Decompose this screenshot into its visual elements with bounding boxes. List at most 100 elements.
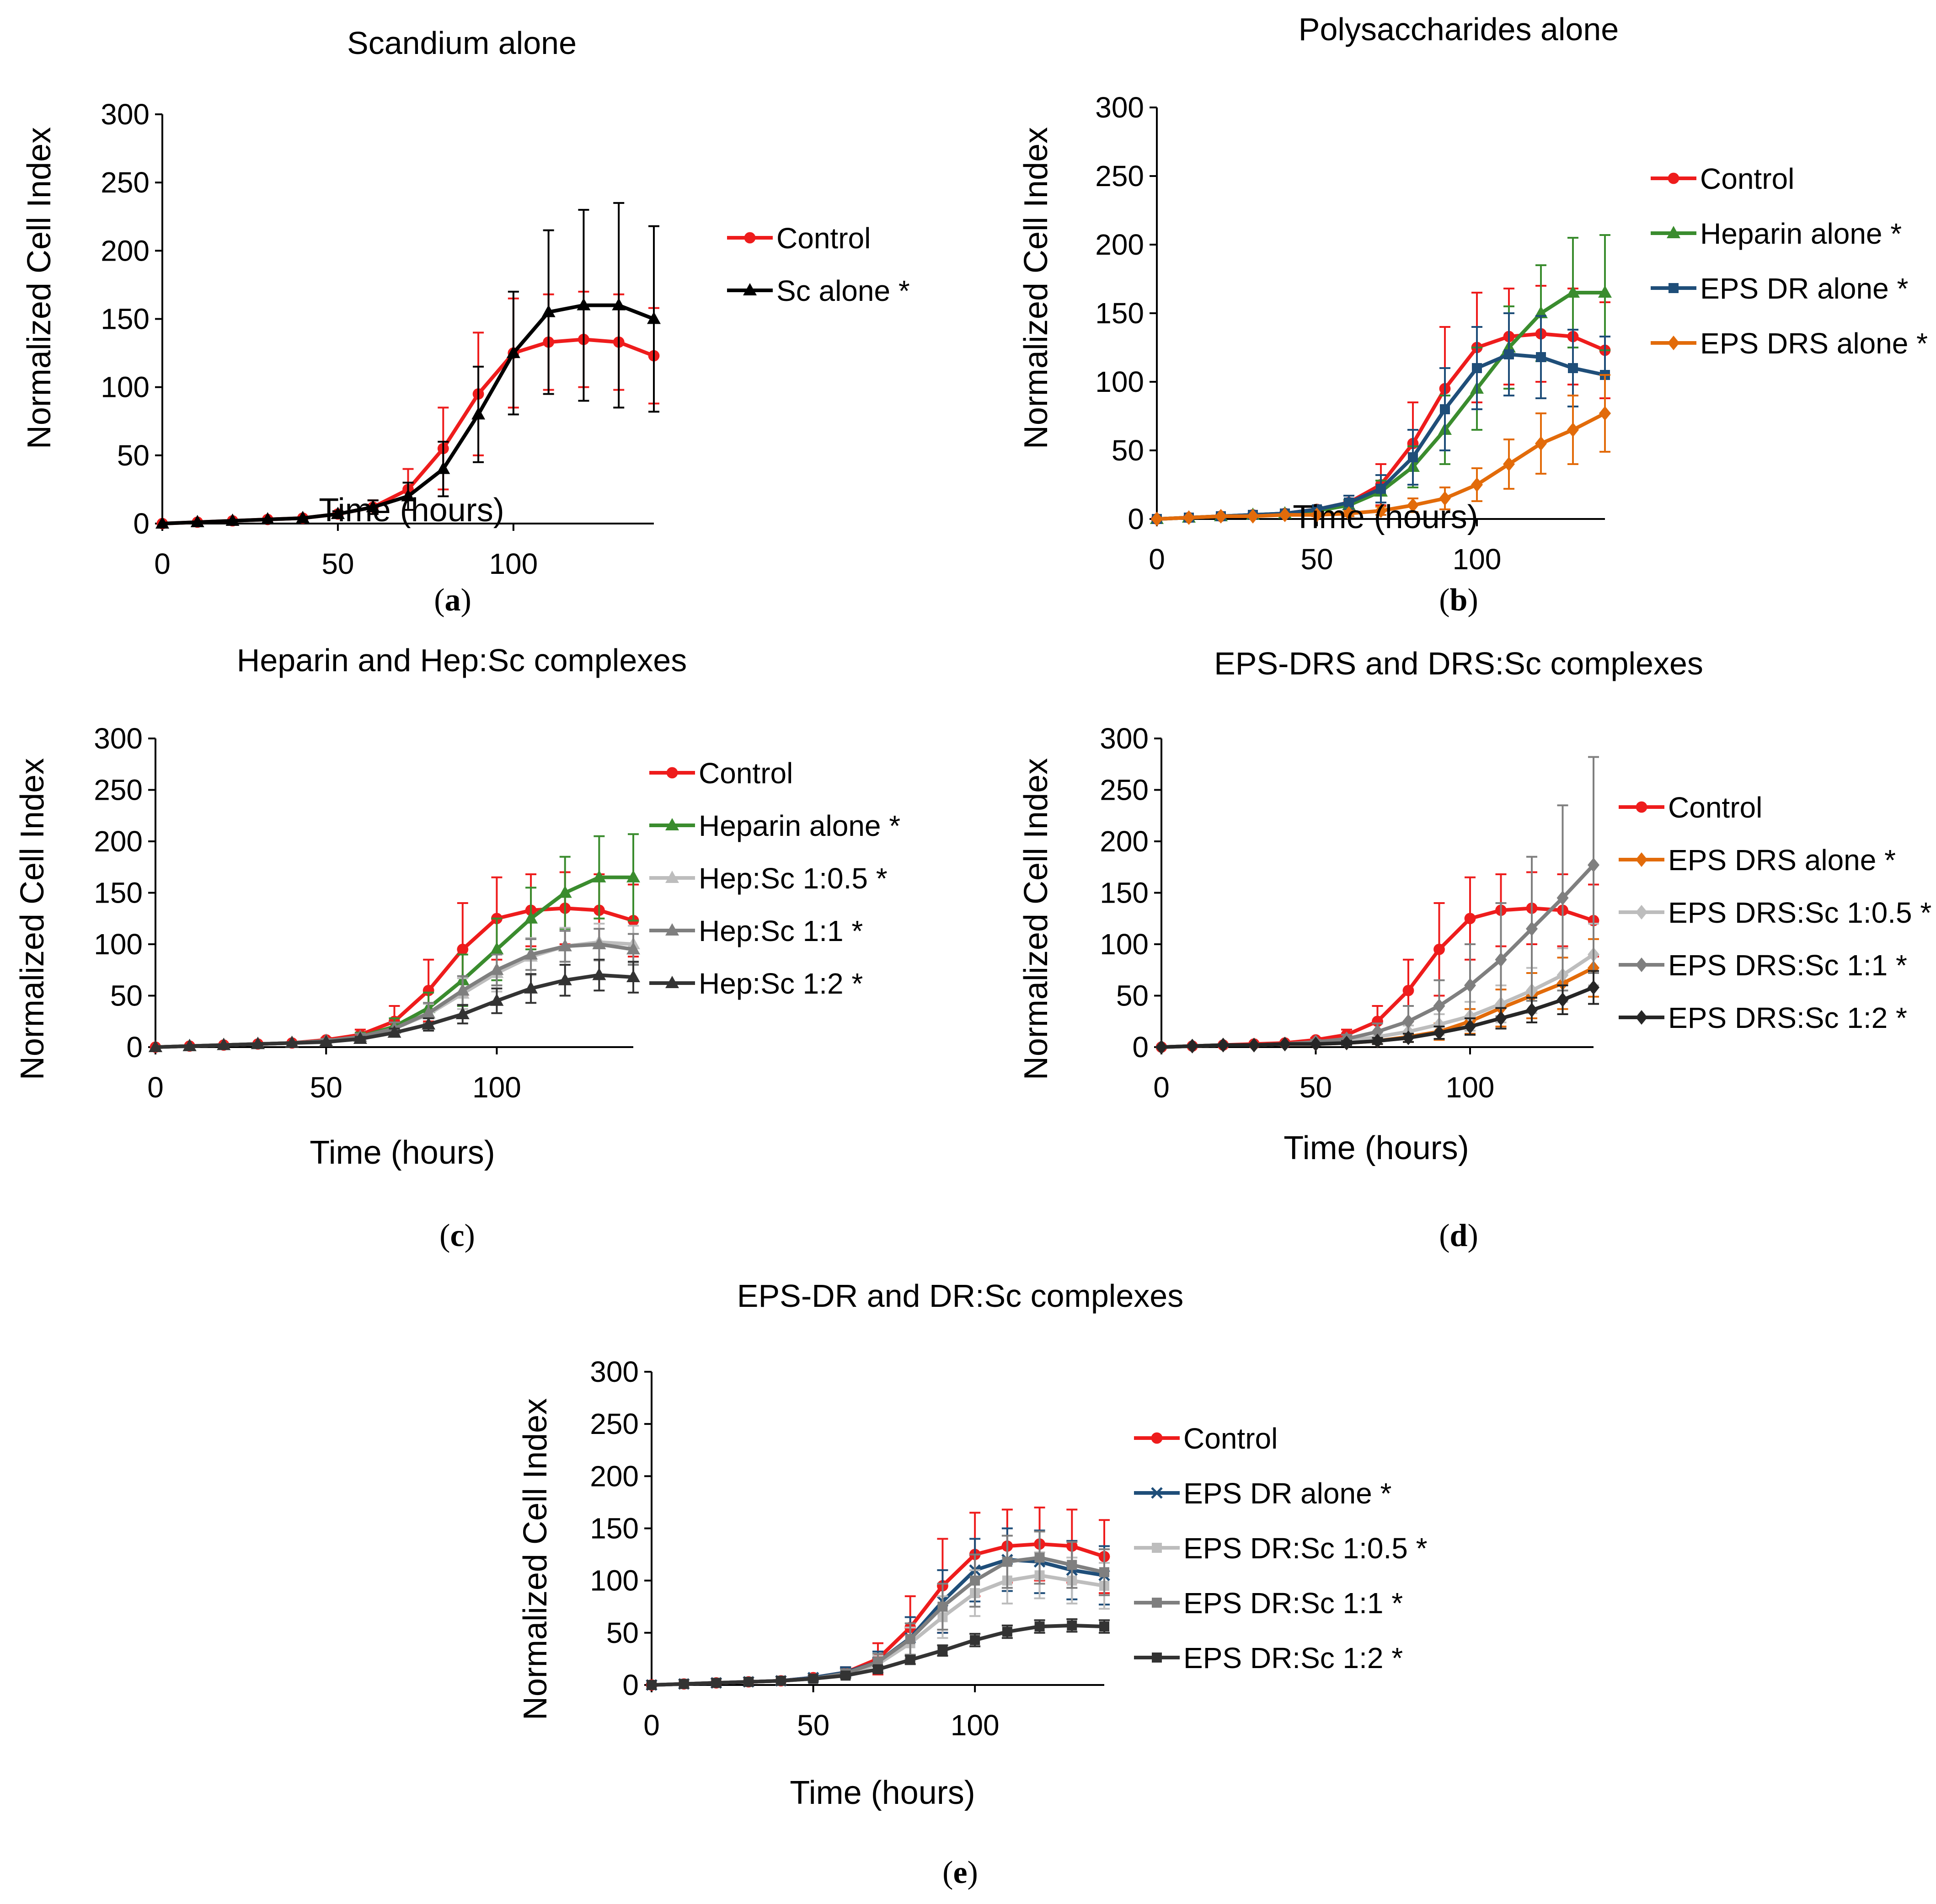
data-point [1598, 285, 1612, 298]
data-point [711, 1678, 722, 1688]
legend-marker [1669, 283, 1679, 293]
data-point [1536, 352, 1546, 362]
legend-label: EPS DR:Sc 1:2 * [1183, 1642, 1403, 1674]
y-tick-label: 0 [1132, 1031, 1149, 1064]
data-point [1247, 509, 1259, 524]
legend: Control Heparin alone * Hep:Sc 1:0.5 * Hep:… [649, 757, 900, 1000]
caption-letter: a [445, 583, 461, 618]
data-point [1567, 423, 1579, 437]
legend-label: Hep:Sc 1:0.5 * [699, 862, 888, 895]
legend: Control EPS DR alone * EPS DR:Sc 1:0.5 * EP… [1134, 1422, 1428, 1674]
data-point [524, 911, 538, 924]
data-point [1371, 1024, 1384, 1039]
chart-title: Scandium alone [347, 25, 577, 61]
legend-label: EPS DRS:Sc 1:1 * [1668, 949, 1907, 982]
y-tick-label: 300 [101, 98, 150, 131]
data-point [840, 1670, 851, 1681]
data-point [1526, 1003, 1538, 1017]
y-tick-label: 50 [606, 1616, 639, 1649]
legend-label: Sc alone * [776, 274, 910, 307]
y-tick-label: 150 [1100, 877, 1149, 909]
legend-label: Hep:Sc 1:1 * [699, 915, 863, 947]
data-point [1067, 1560, 1077, 1570]
legend-marker [1636, 905, 1647, 920]
y-tick-label: 200 [101, 234, 150, 267]
data-point [1566, 285, 1580, 298]
legend-label: Control [1700, 162, 1794, 195]
data-point [490, 993, 504, 1006]
data-point [1034, 1552, 1045, 1563]
data-point [1588, 857, 1599, 872]
data-point [455, 1007, 470, 1019]
data-point [422, 1017, 436, 1030]
data-point [626, 942, 640, 955]
data-point [296, 511, 310, 524]
data-point [1503, 457, 1515, 471]
series-3 [1151, 374, 1611, 526]
y-tick-label: 300 [1100, 722, 1149, 755]
x-tick-label: 50 [1300, 543, 1333, 576]
data-point [422, 1005, 436, 1018]
plot-area: 0 50 100 150 200 250 300 0 50 100 [101, 98, 661, 580]
data-point [905, 1655, 915, 1665]
legend: Control EPS DRS alone * EPS DRS:Sc 1:0.5 *… [1619, 791, 1931, 1034]
data-point [1526, 921, 1538, 936]
data-point [436, 461, 450, 474]
panel-d: EPS-DRS and DRS:Sc complexes 0 50 100 150 20… [1018, 646, 1931, 1253]
y-tick-label: 150 [101, 303, 150, 336]
legend-item: EPS DRS:Sc 1:1 * [1619, 949, 1907, 982]
data-point [1535, 436, 1547, 451]
data-point [1402, 984, 1414, 996]
legend-marker [1152, 1653, 1162, 1663]
legend-marker [1668, 336, 1679, 350]
data-point [1504, 349, 1514, 359]
data-point [1344, 497, 1354, 508]
y-tick-label: 300 [1095, 91, 1144, 124]
data-point [592, 937, 606, 949]
y-tick-label: 50 [117, 439, 150, 472]
data-point [285, 1036, 299, 1048]
legend-marker [1152, 1598, 1162, 1608]
y-tick-label: 200 [94, 825, 143, 858]
legend-label: EPS DRS:Sc 1:2 * [1668, 1001, 1907, 1034]
data-point [524, 981, 538, 994]
data-point [261, 512, 275, 525]
y-axis-label: Normalized Cell Index [1018, 758, 1054, 1080]
legend-label: EPS DR alone * [1183, 1477, 1391, 1510]
panel-e: EPS-DR and DR:Sc complexes 0 50 100 150 200 2… [517, 1278, 1428, 1890]
legend-label: Heparin alone * [1700, 217, 1902, 250]
x-tick-label: 100 [472, 1071, 521, 1104]
x-tick-label: 0 [1149, 543, 1165, 576]
legend-marker [1151, 1487, 1163, 1499]
data-point [1556, 992, 1569, 1007]
legend-marker [1636, 1010, 1647, 1025]
y-tick-label: 300 [94, 722, 143, 755]
x-axis-label: Time (hours) [790, 1775, 975, 1811]
data-point [905, 1634, 915, 1644]
panel-b: Polysaccharides alone 0 50 100 150 200 250 300… [1018, 11, 1928, 618]
y-tick-label: 200 [1095, 228, 1144, 261]
legend-item: Control [727, 222, 871, 255]
legend-item: EPS DRS:Sc 1:0.5 * [1619, 896, 1931, 929]
legend-label: Control [699, 757, 793, 790]
x-tick-label: 100 [489, 547, 538, 580]
data-point [1279, 1037, 1291, 1052]
data-point [679, 1679, 689, 1689]
data-point [1371, 1033, 1384, 1048]
y-tick-label: 250 [101, 166, 150, 199]
legend-item: EPS DR:Sc 1:1 * [1134, 1587, 1403, 1620]
data-point [937, 1645, 948, 1656]
data-point [1407, 498, 1419, 513]
data-point [182, 1038, 197, 1051]
caption-letter: e [953, 1855, 967, 1890]
data-point [1402, 1030, 1414, 1045]
y-tick-label: 100 [1100, 928, 1149, 961]
data-point [155, 516, 169, 529]
data-point [1155, 1040, 1167, 1054]
legend-label: Control [1183, 1422, 1278, 1455]
data-point [524, 947, 538, 960]
data-point [612, 298, 626, 310]
data-point [1067, 1620, 1077, 1631]
data-point [1151, 512, 1163, 526]
